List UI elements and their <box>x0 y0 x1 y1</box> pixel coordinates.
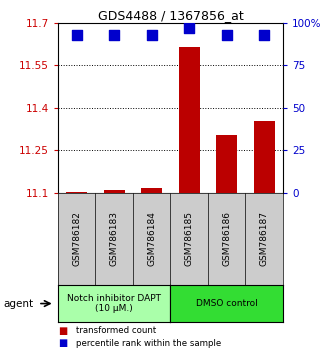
Point <box>187 25 192 31</box>
Text: GSM786186: GSM786186 <box>222 211 231 267</box>
Bar <box>216 135 237 193</box>
Title: GDS4488 / 1367856_at: GDS4488 / 1367856_at <box>98 9 243 22</box>
Text: percentile rank within the sample: percentile rank within the sample <box>76 339 221 348</box>
Bar <box>66 192 87 193</box>
Text: Notch inhibitor DAPT
(10 μM.): Notch inhibitor DAPT (10 μM.) <box>67 294 161 313</box>
Text: GSM786187: GSM786187 <box>260 211 269 267</box>
Bar <box>141 188 162 193</box>
Bar <box>179 47 200 193</box>
Point <box>261 32 267 38</box>
Text: DMSO control: DMSO control <box>196 299 258 308</box>
Text: GSM786182: GSM786182 <box>72 211 81 267</box>
Text: GSM786184: GSM786184 <box>147 211 156 267</box>
Text: GSM786183: GSM786183 <box>110 211 119 267</box>
Text: GSM786185: GSM786185 <box>185 211 194 267</box>
Text: ■: ■ <box>58 338 67 348</box>
Point <box>149 32 154 38</box>
Text: ■: ■ <box>58 326 67 336</box>
Bar <box>254 121 274 193</box>
Point <box>224 32 229 38</box>
Text: agent: agent <box>3 298 33 309</box>
Bar <box>104 189 124 193</box>
Point <box>112 32 117 38</box>
Point <box>74 32 79 38</box>
Text: transformed count: transformed count <box>76 326 156 336</box>
